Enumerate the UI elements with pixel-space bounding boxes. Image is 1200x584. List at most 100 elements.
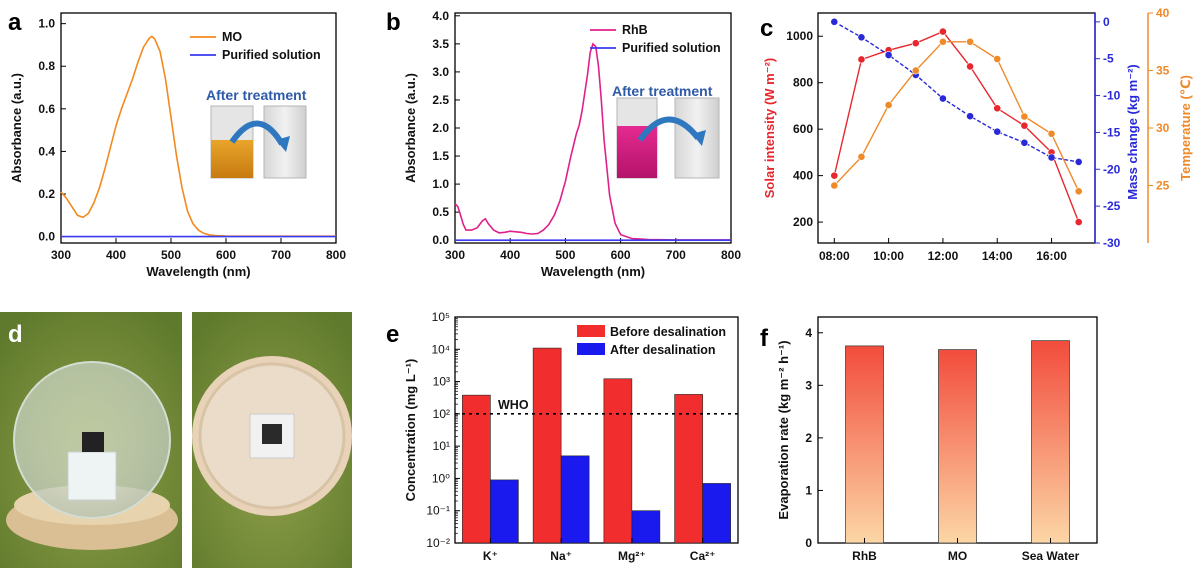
y-axis-label: Concentration (mg L⁻¹) xyxy=(403,359,418,502)
left-y-tick-label: 400 xyxy=(793,169,813,183)
panel-f-chart: f 0 1 2 3 4 Evaporation rate (kg m⁻² h⁻¹) RhB M… xyxy=(760,316,1098,563)
legend-entry: MO xyxy=(222,30,242,44)
x-tick-label: 700 xyxy=(666,248,686,262)
vial-before-liquid xyxy=(617,126,657,178)
after-treatment-label: After treatment xyxy=(206,87,307,103)
data-point xyxy=(993,127,1002,136)
series-line-mass-change xyxy=(833,21,1079,163)
bar-rhb xyxy=(845,345,884,544)
left-y-tick-label: 600 xyxy=(793,122,813,136)
bar-after-1 xyxy=(560,455,590,544)
panel-f-label: f xyxy=(760,325,769,352)
y-axis-label: Evaporation rate (kg m⁻² h⁻¹) xyxy=(776,340,791,519)
x-tick-label: 800 xyxy=(326,248,346,262)
y-tick-label: 0.0 xyxy=(38,230,55,244)
mass-axis-label: Mass change (kg m⁻²) xyxy=(1125,64,1140,199)
x-tick-label: 400 xyxy=(106,248,126,262)
x-tick-label: 300 xyxy=(445,248,465,262)
left-y-tick-label: 1000 xyxy=(786,29,813,43)
series-line-temperature xyxy=(833,41,1080,192)
panel-a-chart: a 300 400 500 600 700 800 0.0 0.2 0.4 0.6 0.8 1.0 Wa… xyxy=(8,9,346,279)
arrow-head-icon xyxy=(692,130,706,146)
data-point xyxy=(857,55,866,64)
legend-entry: Purified solution xyxy=(222,48,321,62)
y-tick-label: 3.5 xyxy=(432,37,449,51)
y-tick-label: 0.2 xyxy=(38,187,55,201)
data-point xyxy=(966,112,974,121)
data-point xyxy=(939,94,947,103)
y-tick-label: 10⁴ xyxy=(431,342,450,356)
evaporator-top xyxy=(262,424,282,444)
data-point xyxy=(830,181,839,190)
y-tick-label: 1 xyxy=(805,483,812,497)
y-tick-label: 4 xyxy=(805,326,812,340)
y-tick-label: 1.5 xyxy=(432,149,449,163)
panel-d-photos: d xyxy=(0,312,352,568)
data-point xyxy=(966,37,974,46)
x-tick-label: K⁺ xyxy=(483,549,498,563)
data-point xyxy=(966,62,974,71)
x-tick-label: Ca²⁺ xyxy=(690,549,716,563)
curved-arrow-icon xyxy=(229,120,285,146)
x-tick-label: 600 xyxy=(611,248,631,262)
mass-y-tick-label: -30 xyxy=(1103,236,1121,250)
temperature-y-tick-label: 30 xyxy=(1156,121,1170,135)
y-tick-label: 1.0 xyxy=(432,177,449,191)
panel-c-label: c xyxy=(760,15,773,42)
temperature-y-tick-label: 25 xyxy=(1156,179,1170,193)
mass-y-tick-label: -10 xyxy=(1103,89,1121,103)
data-point xyxy=(911,66,920,75)
y-tick-label: 0.6 xyxy=(38,102,55,116)
series-line-sample xyxy=(60,35,336,237)
temperature-axis-label: Temperature (℃) xyxy=(1178,75,1193,181)
panel-e-chart: e 10⁻² 10⁻¹ 10⁰ 10¹ 10² 10³ 10⁴ 10⁵ Concentratio… xyxy=(386,310,739,563)
legend-entry: Before desalination xyxy=(610,325,726,339)
data-point xyxy=(1074,187,1083,196)
evaporator-block xyxy=(82,432,104,452)
data-point xyxy=(1020,112,1029,121)
y-tick-label: 1.0 xyxy=(38,17,55,31)
data-point xyxy=(884,101,893,109)
series-line-solar-intensity xyxy=(833,30,1080,223)
x-tick-label: 10:00 xyxy=(873,249,904,263)
panel-c-chart: c 08:00 10:00 12:00 14:00 16:002004006008001… xyxy=(760,6,1193,263)
mass-y-tick-label: -25 xyxy=(1103,199,1121,213)
x-tick-label: 400 xyxy=(500,248,520,262)
x-axis-label: Wavelength (nm) xyxy=(146,264,250,279)
temperature-y-tick-label: 35 xyxy=(1156,64,1170,78)
y-tick-label: 10⁰ xyxy=(432,471,450,485)
x-tick-label: 800 xyxy=(721,248,741,262)
data-point xyxy=(993,104,1002,113)
y-axis-label: Absorbance (a.u.) xyxy=(403,73,418,183)
x-tick-label: 500 xyxy=(555,248,575,262)
vial-after xyxy=(674,97,720,179)
bar-before-0 xyxy=(462,394,491,544)
data-point xyxy=(1074,158,1083,166)
data-point xyxy=(830,171,839,180)
y-tick-label: 0.0 xyxy=(432,233,449,247)
panel-d-label: d xyxy=(8,321,23,348)
x-tick-label: MO xyxy=(948,549,967,563)
bar-before-2 xyxy=(603,378,633,544)
solar-axis-label: Solar intensity (W m⁻²) xyxy=(762,58,777,198)
plot-frame xyxy=(454,316,739,544)
y-tick-label: 0.5 xyxy=(432,205,449,219)
y-tick-label: 10⁻² xyxy=(426,536,450,550)
legend-swatch xyxy=(577,325,605,337)
mass-y-tick-label: -5 xyxy=(1103,52,1114,66)
legend-entry: RhB xyxy=(622,23,648,37)
temperature-y-tick-label: 40 xyxy=(1156,6,1170,20)
y-tick-label: 2.5 xyxy=(432,93,449,107)
data-point xyxy=(993,55,1002,63)
x-tick-label: Mg²⁺ xyxy=(618,549,646,563)
y-tick-label: 10¹ xyxy=(433,439,450,453)
data-point xyxy=(1074,218,1083,226)
x-tick-label: 12:00 xyxy=(928,249,959,263)
y-tick-label: 0.4 xyxy=(38,144,55,158)
x-tick-label: 16:00 xyxy=(1036,249,1067,263)
data-point xyxy=(939,27,947,36)
data-point xyxy=(857,33,866,42)
foam-block xyxy=(67,451,117,501)
x-tick-label: 14:00 xyxy=(982,249,1013,263)
